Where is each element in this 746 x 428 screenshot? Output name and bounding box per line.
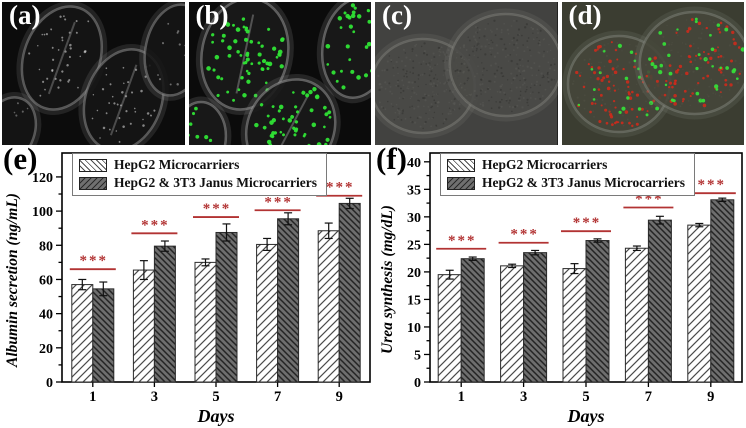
micro-panel-d: (d) xyxy=(561,2,744,145)
svg-text:0: 0 xyxy=(46,376,53,391)
microscopy-image-b xyxy=(188,2,371,145)
chart-albumin-secretion: (e) Albumin secretion (ng/mL) 0 20 40 60 80 1… xyxy=(0,141,373,428)
svg-text:***: *** xyxy=(203,201,232,217)
panel-label-b: (b) xyxy=(195,2,229,30)
legend-entry-hepg2: HepG2 Microcarriers xyxy=(79,157,317,173)
svg-text:5: 5 xyxy=(414,348,421,363)
legend-label-janus: HepG2 & 3T3 Janus Microcarriers xyxy=(114,175,317,190)
microscopy-image-c xyxy=(375,2,558,145)
svg-text:7: 7 xyxy=(274,389,281,405)
svg-text:***: *** xyxy=(510,227,538,243)
svg-text:1: 1 xyxy=(89,389,96,405)
micro-panel-c: (c) xyxy=(375,2,558,145)
chart-urea-synthesis: (f) Urea synthesis (mg/dL) 0 5 10 15 20 25 30 3… xyxy=(373,141,746,428)
hatch-dark-swatch-icon xyxy=(79,176,107,190)
svg-text:3: 3 xyxy=(151,389,158,405)
microscopy-image-a xyxy=(2,2,185,145)
panel-label-d: (d) xyxy=(568,2,602,30)
svg-text:5: 5 xyxy=(212,389,219,405)
urea-x-axis-title: Days xyxy=(567,406,605,426)
micro-panel-a: (a) xyxy=(2,2,185,145)
svg-text:***: *** xyxy=(264,194,293,210)
svg-text:25: 25 xyxy=(407,238,421,253)
charts-row: (e) Albumin secretion (ng/mL) 0 20 40 60 80 1… xyxy=(0,141,746,428)
svg-text:***: *** xyxy=(698,177,727,193)
svg-text:80: 80 xyxy=(39,239,53,254)
panel-label-a: (a) xyxy=(9,2,41,30)
albumin-y-axis-title: Albumin secretion (ng/mL) xyxy=(4,193,21,367)
legend-label-hepg2: HepG2 Microcarriers xyxy=(114,157,240,172)
legend-entry-janus: HepG2 & 3T3 Janus Microcarriers xyxy=(447,175,685,191)
hatch-light-swatch-icon xyxy=(447,158,475,172)
albumin-x-axis-title: Days xyxy=(197,406,235,426)
svg-text:1: 1 xyxy=(458,389,465,405)
panel-label-e: (e) xyxy=(3,141,38,176)
svg-text:15: 15 xyxy=(407,293,421,308)
svg-text:***: *** xyxy=(448,233,477,249)
svg-text:40: 40 xyxy=(407,156,421,171)
microscopy-row: (a) (b) (c) (d) xyxy=(2,2,744,145)
svg-text:20: 20 xyxy=(407,266,421,281)
albumin-legend: HepG2 Microcarriers HepG2 & 3T3 Janus Mi… xyxy=(72,153,327,196)
svg-text:5: 5 xyxy=(582,389,589,405)
svg-text:60: 60 xyxy=(39,273,53,288)
legend-label-janus: HepG2 & 3T3 Janus Microcarriers xyxy=(482,175,685,190)
panel-label-c: (c) xyxy=(382,2,412,30)
svg-text:7: 7 xyxy=(645,389,652,405)
svg-text:30: 30 xyxy=(407,211,421,226)
svg-text:35: 35 xyxy=(407,183,421,198)
svg-text:9: 9 xyxy=(336,389,343,405)
legend-entry-janus: HepG2 & 3T3 Janus Microcarriers xyxy=(79,175,317,191)
svg-text:***: *** xyxy=(326,180,355,196)
legend-entry-hepg2: HepG2 Microcarriers xyxy=(447,157,685,173)
svg-text:20: 20 xyxy=(39,342,53,357)
svg-text:10: 10 xyxy=(407,321,421,336)
svg-text:120: 120 xyxy=(32,171,53,186)
svg-text:9: 9 xyxy=(707,389,714,405)
svg-text:100: 100 xyxy=(32,205,53,220)
micro-panel-b: (b) xyxy=(188,2,371,145)
svg-text:***: *** xyxy=(141,217,170,233)
hatch-light-swatch-icon xyxy=(79,158,107,172)
panel-label-f: (f) xyxy=(376,141,407,176)
svg-text:0: 0 xyxy=(414,376,421,391)
svg-text:***: *** xyxy=(80,253,109,269)
svg-text:40: 40 xyxy=(39,308,53,323)
microscopy-image-d xyxy=(561,2,744,145)
legend-label-hepg2: HepG2 Microcarriers xyxy=(482,157,608,172)
urea-legend: HepG2 Microcarriers HepG2 & 3T3 Janus Mi… xyxy=(440,153,695,196)
svg-text:3: 3 xyxy=(520,389,527,405)
urea-y-axis-title: Urea synthesis (mg/dL) xyxy=(379,205,396,355)
svg-text:***: *** xyxy=(573,215,602,231)
hatch-dark-swatch-icon xyxy=(447,176,475,190)
